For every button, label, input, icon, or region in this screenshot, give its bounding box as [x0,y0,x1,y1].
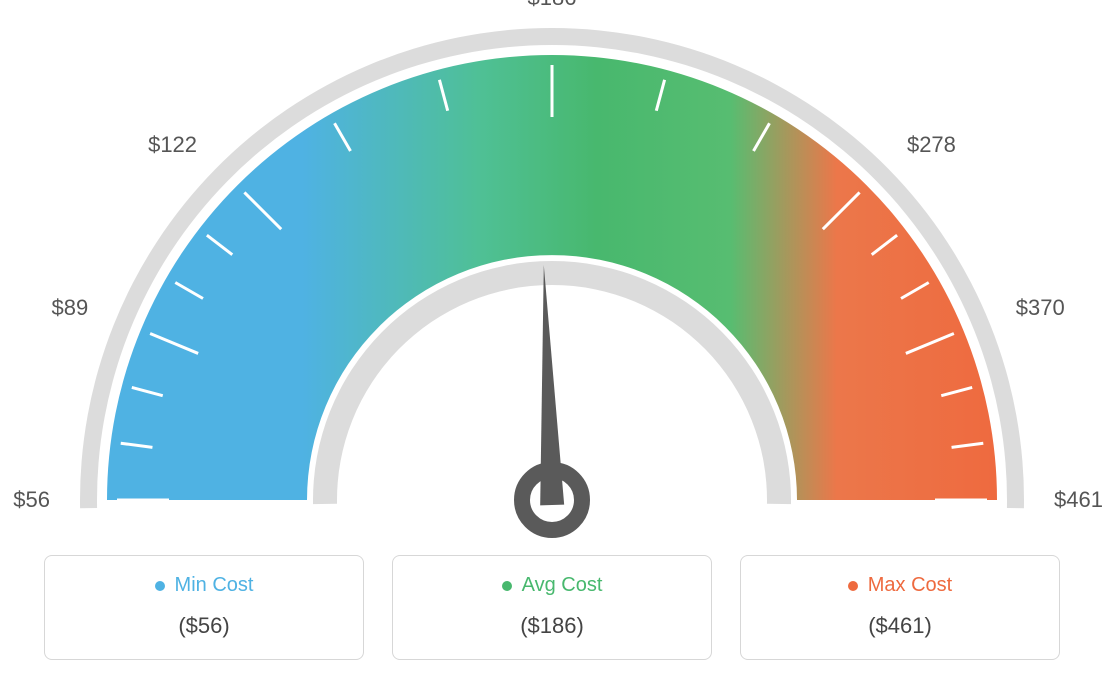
legend-card-avg: Avg Cost ($186) [392,555,712,660]
gauge-tick-label: $370 [1016,295,1065,320]
cost-gauge: $56 $89 $122 $186 $278 $370 $461 [0,0,1104,550]
legend-value-max: ($461) [741,613,1059,639]
gauge-container: $56 $89 $122 $186 $278 $370 $461 [0,0,1104,550]
gauge-tick-label: $461 [1054,487,1103,512]
legend-card-max: Max Cost ($461) [740,555,1060,660]
legend-label-min: Min Cost [175,574,254,597]
legend-card-min: Min Cost ($56) [44,555,364,660]
legend-row: Min Cost ($56) Avg Cost ($186) Max Cost … [0,555,1104,660]
legend-dot-avg [502,581,512,591]
gauge-tick-label: $56 [13,487,50,512]
legend-value-min: ($56) [45,613,363,639]
legend-label-avg: Avg Cost [522,574,603,597]
legend-value-avg: ($186) [393,613,711,639]
legend-title-avg: Avg Cost [502,574,603,597]
legend-title-max: Max Cost [848,574,952,597]
gauge-tick-label: $186 [528,0,577,10]
legend-dot-min [155,581,165,591]
gauge-tick-label: $278 [907,132,956,157]
legend-label-max: Max Cost [868,574,952,597]
gauge-tick-label: $89 [51,295,88,320]
gauge-tick-label: $122 [148,132,197,157]
legend-dot-max [848,581,858,591]
legend-title-min: Min Cost [155,574,254,597]
